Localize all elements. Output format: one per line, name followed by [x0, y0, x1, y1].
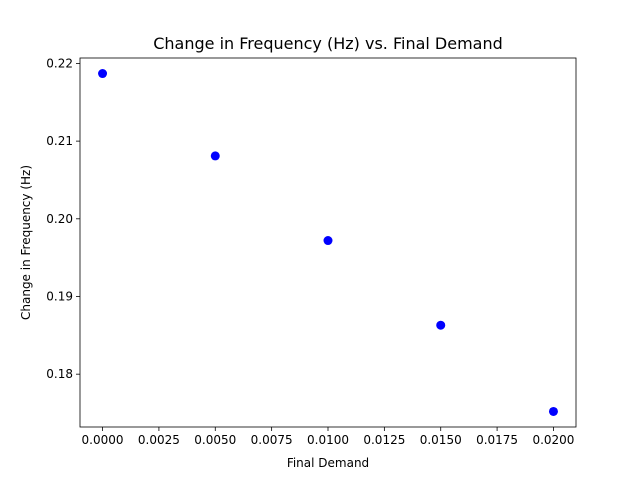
x-tick-label: 0.0175 — [476, 433, 518, 447]
y-axis-ticks: 0.18 0.19 0.20 0.21 0.22 — [46, 56, 80, 381]
x-tick-label: 0.0150 — [420, 433, 462, 447]
data-points — [98, 69, 558, 416]
x-tick-label: 0.0025 — [138, 433, 180, 447]
chart-title: Change in Frequency (Hz) vs. Final Deman… — [153, 34, 503, 53]
data-point — [323, 236, 333, 246]
data-point — [436, 320, 446, 330]
y-tick-label: 0.22 — [46, 56, 73, 70]
y-tick-label: 0.18 — [46, 367, 73, 381]
y-tick-label: 0.21 — [46, 134, 73, 148]
x-tick-label: 0.0200 — [532, 433, 574, 447]
x-tick-label: 0.0125 — [363, 433, 405, 447]
data-point — [98, 69, 108, 79]
data-point — [548, 406, 558, 416]
x-tick-label: 0.0075 — [251, 433, 293, 447]
data-point — [210, 151, 220, 161]
x-axis-label: Final Demand — [287, 456, 369, 470]
x-tick-label: 0.0050 — [194, 433, 236, 447]
x-tick-label: 0.0000 — [82, 433, 124, 447]
x-tick-label: 0.0100 — [307, 433, 349, 447]
x-axis-ticks: 0.0000 0.0025 0.0050 0.0075 0.0100 0.0125 0.01… — [82, 427, 574, 447]
y-tick-label: 0.19 — [46, 289, 73, 303]
plot-frame — [79, 57, 577, 428]
y-axis-label: Change in Frequency (Hz) — [19, 165, 33, 320]
y-tick-label: 0.20 — [46, 212, 73, 226]
